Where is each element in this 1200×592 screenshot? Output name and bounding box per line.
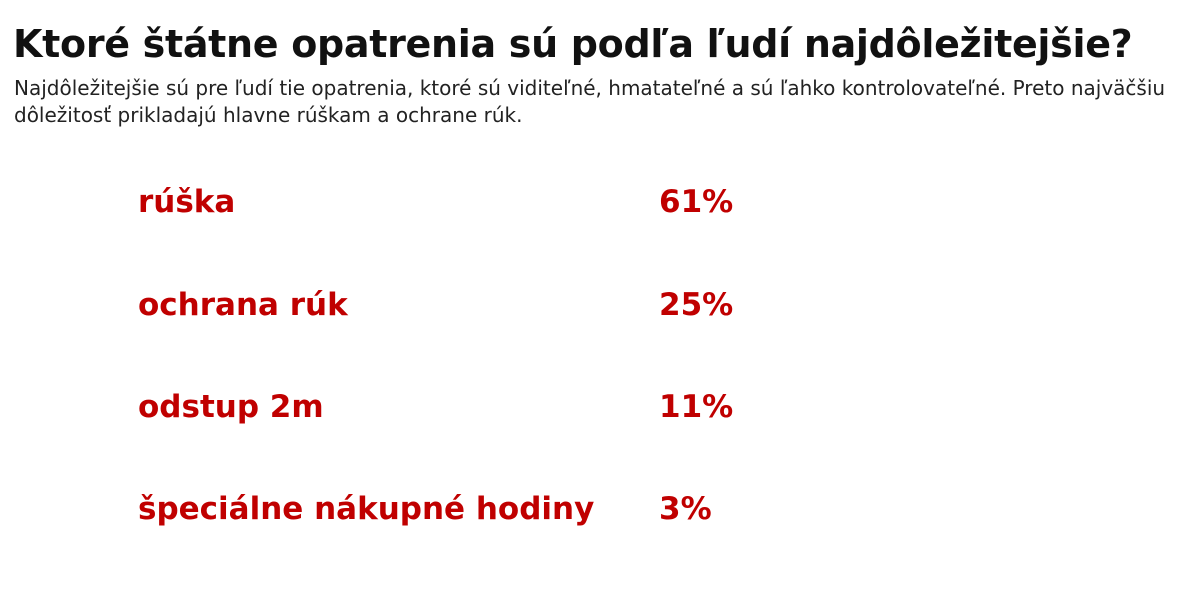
row-value: 11% — [659, 389, 734, 425]
row-label: špeciálne nákupné hodiny — [138, 491, 595, 527]
row-label: odstup 2m — [138, 389, 324, 425]
table-row: špeciálne nákupné hodiny 3% — [138, 484, 838, 534]
row-value: 61% — [659, 184, 734, 220]
table-row: odstup 2m 11% — [138, 382, 838, 432]
row-label: ochrana rúk — [138, 287, 348, 323]
chart-subtitle: Najdôležitejšie sú pre ľudí tie opatreni… — [14, 76, 1166, 127]
chart-title: Ktoré štátne opatrenia sú podľa ľudí naj… — [13, 22, 1133, 66]
table-row: ochrana rúk 25% — [138, 280, 838, 330]
row-value: 3% — [659, 491, 712, 527]
row-value: 25% — [659, 287, 734, 323]
table-row: rúška 61% — [138, 177, 838, 227]
row-label: rúška — [138, 184, 236, 220]
